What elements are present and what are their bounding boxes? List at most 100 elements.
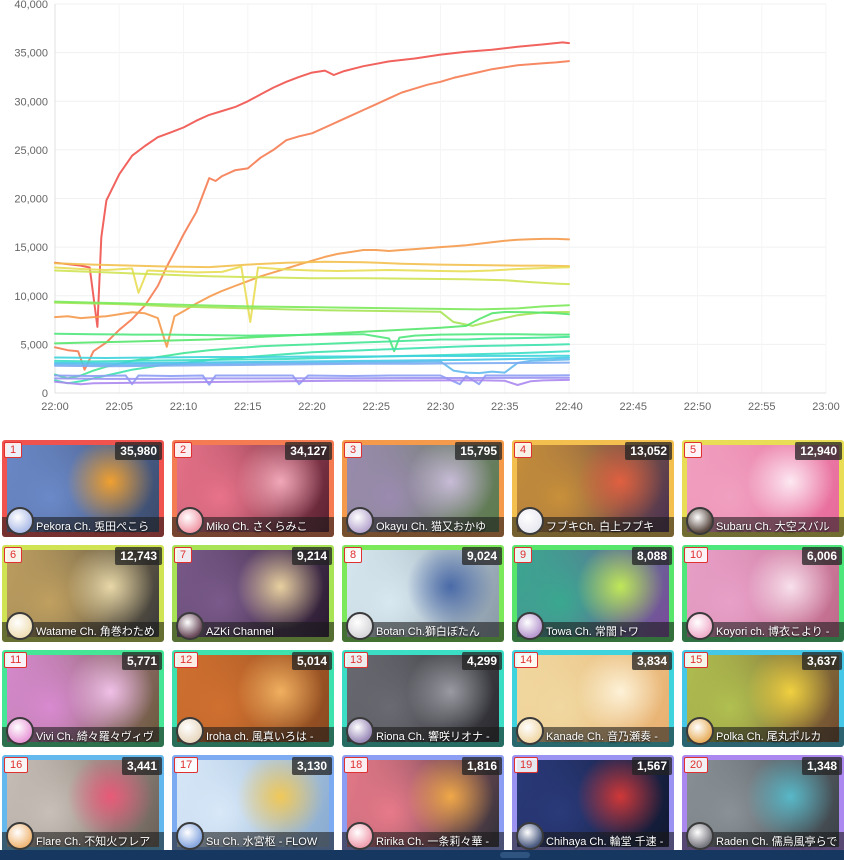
series-line [54, 376, 570, 380]
channel-avatar [686, 507, 714, 535]
channel-name: Vivi Ch. 綺々羅々ヴィヴ [2, 727, 164, 747]
stream-card-rank-10[interactable]: 10 6,006 Koyori ch. 博衣こより - [682, 545, 844, 642]
rank-badge: 18 [344, 757, 369, 773]
stream-card-rank-14[interactable]: 14 3,834 Kanade Ch. 音乃瀬奏 - [512, 650, 674, 747]
channel-name: フブキCh. 白上フブキ [512, 517, 674, 537]
series-line [54, 260, 570, 269]
chart-canvas: 0 5,000 10,000 15,000 20,000 25,000 30,000 35,0… [14, 0, 840, 413]
viewer-count-badge: 5,014 [291, 652, 332, 670]
viewer-count-badge: 1,567 [631, 757, 672, 775]
channel-avatar [176, 612, 204, 640]
stream-card-rank-3[interactable]: 3 15,795 Okayu Ch. 猫又おかゆ [342, 440, 504, 537]
channel-avatar [6, 612, 34, 640]
channel-name: Su Ch. 水宮枢 - FLOW [172, 832, 334, 852]
rank-badge: 4 [514, 442, 533, 458]
stream-card-rank-18[interactable]: 18 1,816 Ririka Ch. 一条莉々華 - [342, 755, 504, 852]
channel-avatar [176, 507, 204, 535]
viewer-count-badge: 9,214 [291, 547, 332, 565]
channel-avatar [516, 612, 544, 640]
channel-name: AZKi Channel [172, 622, 334, 642]
y-axis-tick-label: 20,000 [14, 194, 48, 206]
rank-badge: 20 [684, 757, 709, 773]
channel-name: Subaru Ch. 大空スバル [682, 517, 844, 537]
rank-badge: 15 [684, 652, 709, 668]
channel-avatar [6, 822, 34, 850]
channel-avatar [346, 822, 374, 850]
stream-card-rank-6[interactable]: 6 12,743 Watame Ch. 角巻わため [2, 545, 164, 642]
channel-name: Towa Ch. 常闇トワ [512, 622, 674, 642]
rank-badge: 12 [174, 652, 199, 668]
channel-name: Miko Ch. さくらみこ [172, 517, 334, 537]
viewer-count-badge: 1,348 [801, 757, 842, 775]
y-axis-tick-label: 35,000 [14, 48, 48, 60]
channel-name: Iroha ch. 風真いろは - [172, 727, 334, 747]
channel-avatar [516, 717, 544, 745]
x-axis-tick-label: 22:30 [427, 401, 455, 413]
viewer-count-badge: 3,130 [291, 757, 332, 775]
x-axis-tick-label: 22:45 [619, 401, 647, 413]
stream-card-rank-11[interactable]: 11 5,771 Vivi Ch. 綺々羅々ヴィヴ [2, 650, 164, 747]
rank-badge: 17 [174, 757, 199, 773]
y-axis-tick-label: 40,000 [14, 0, 48, 11]
channel-name: Koyori ch. 博衣こより - [682, 622, 844, 642]
stream-card-rank-9[interactable]: 9 8,088 Towa Ch. 常闇トワ [512, 545, 674, 642]
x-axis-tick-label: 22:10 [170, 401, 198, 413]
stream-card-rank-19[interactable]: 19 1,567 Chihaya Ch. 輪堂 千速 - [512, 755, 674, 852]
series-line [54, 41, 570, 328]
stream-card-rank-1[interactable]: 1 35,980 Pekora Ch. 兎田ぺこら [2, 440, 164, 537]
rank-badge: 6 [4, 547, 23, 563]
series-line [54, 311, 570, 345]
channel-name: Polka Ch. 尾丸ポルカ [682, 727, 844, 747]
channel-name: Ririka Ch. 一条莉々華 - [342, 832, 504, 852]
channel-avatar [686, 612, 714, 640]
rank-badge: 3 [344, 442, 363, 458]
viewer-count-chart: 0 5,000 10,000 15,000 20,000 25,000 30,000 35,0… [0, 0, 844, 424]
bottom-bar [0, 850, 844, 860]
stream-card-rank-13[interactable]: 13 4,299 Riona Ch. 響咲リオナ - [342, 650, 504, 747]
stream-card-rank-4[interactable]: 4 13,052 フブキCh. 白上フブキ [512, 440, 674, 537]
scrollbar-thumb[interactable] [500, 852, 530, 858]
rank-badge: 9 [514, 547, 533, 563]
rank-badge: 10 [684, 547, 709, 563]
stream-card-rank-12[interactable]: 12 5,014 Iroha ch. 風真いろは - [172, 650, 334, 747]
channel-name: Chihaya Ch. 輪堂 千速 - [512, 832, 674, 852]
rank-badge: 13 [344, 652, 369, 668]
stream-card-rank-8[interactable]: 8 9,024 Botan Ch.獅白ぼたん [342, 545, 504, 642]
x-axis-tick-label: 22:25 [362, 401, 390, 413]
stream-card-rank-7[interactable]: 7 9,214 AZKi Channel [172, 545, 334, 642]
channel-avatar [346, 612, 374, 640]
stream-card-rank-15[interactable]: 15 3,637 Polka Ch. 尾丸ポルカ [682, 650, 844, 747]
stream-card-rank-17[interactable]: 17 3,130 Su Ch. 水宮枢 - FLOW [172, 755, 334, 852]
stream-card-rank-2[interactable]: 2 34,127 Miko Ch. さくらみこ [172, 440, 334, 537]
y-axis-tick-label: 25,000 [14, 145, 48, 157]
stream-card-rank-5[interactable]: 5 12,940 Subaru Ch. 大空スバル [682, 440, 844, 537]
rank-badge: 16 [4, 757, 29, 773]
stream-card-rank-16[interactable]: 16 3,441 Flare Ch. 不知火フレア [2, 755, 164, 852]
channel-name: Pekora Ch. 兎田ぺこら [2, 517, 164, 537]
viewer-count-badge: 34,127 [285, 442, 332, 460]
channel-avatar [516, 507, 544, 535]
x-axis-tick-label: 22:55 [748, 401, 776, 413]
channel-name: Raden Ch. 儒烏風亭らで [682, 832, 844, 852]
channel-avatar [686, 717, 714, 745]
y-axis-tick-label: 0 [42, 388, 48, 400]
x-axis-tick-label: 22:00 [41, 401, 69, 413]
viewer-count-badge: 9,024 [461, 547, 502, 565]
channel-name: Okayu Ch. 猫又おかゆ [342, 517, 504, 537]
series-line [54, 269, 570, 286]
viewer-count-badge: 8,088 [631, 547, 672, 565]
stream-card-rank-20[interactable]: 20 1,348 Raden Ch. 儒烏風亭らで [682, 755, 844, 852]
series-line [54, 350, 570, 363]
channel-avatar [176, 822, 204, 850]
channel-name: Flare Ch. 不知火フレア [2, 832, 164, 852]
viewer-count-badge: 1,816 [461, 757, 502, 775]
viewer-count-badge: 15,795 [455, 442, 502, 460]
channel-name: Watame Ch. 角巻わため [2, 622, 164, 642]
viewer-count-badge: 3,441 [121, 757, 162, 775]
rank-badge: 8 [344, 547, 363, 563]
rank-badge: 14 [514, 652, 539, 668]
channel-avatar [6, 717, 34, 745]
series-line [54, 301, 570, 327]
x-axis-tick-label: 22:35 [491, 401, 519, 413]
x-axis-tick-label: 23:00 [812, 401, 840, 413]
